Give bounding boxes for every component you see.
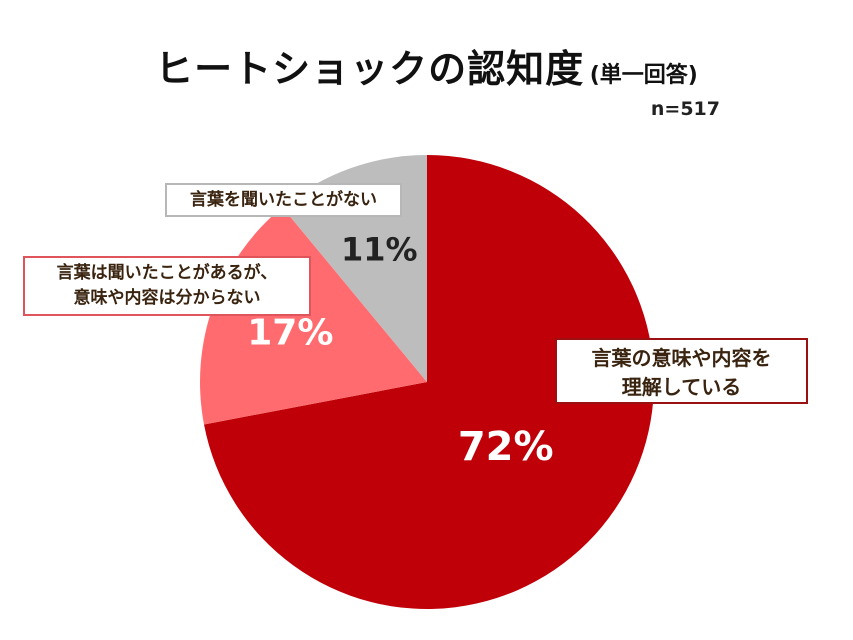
- callout-line: 言葉を聞いたことがない: [190, 190, 377, 210]
- pie-slice: [204, 155, 654, 609]
- pie-value-label: 72%: [458, 424, 554, 470]
- chart-title-sub: (単一回答): [589, 63, 698, 88]
- callout-heard-not-understand: 言葉は聞いたことがあるが、 意味や内容は分からない: [23, 256, 311, 316]
- pie-value-label: 11%: [341, 231, 418, 269]
- callout-line: 理解している: [621, 375, 742, 399]
- callout-understand: 言葉の意味や内容を 理解している: [555, 338, 808, 404]
- chart-title: ヒートショックの認知度 (単一回答): [0, 38, 853, 93]
- callout-line: 言葉は聞いたことがあるが、: [56, 263, 278, 283]
- chart-title-main: ヒートショックの認知度: [155, 47, 585, 91]
- callout-never-heard: 言葉を聞いたことがない: [165, 183, 402, 217]
- callout-line: 意味や内容は分からない: [73, 287, 261, 308]
- sample-size: n=517: [650, 98, 720, 120]
- callout-line: 言葉の意味や内容を: [591, 346, 772, 370]
- pie-value-label: 17%: [247, 312, 333, 353]
